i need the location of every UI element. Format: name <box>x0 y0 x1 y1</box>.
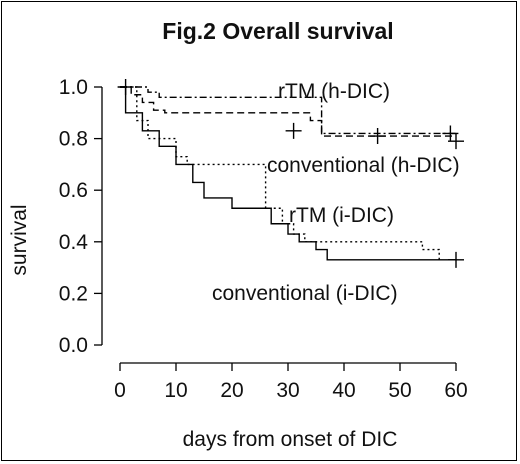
series-line-conventional-i-dic <box>120 86 456 261</box>
y-tick-label: 0.0 <box>59 334 88 357</box>
x-tick-label: 0 <box>114 379 126 402</box>
y-tick-label: 0.4 <box>59 231 89 254</box>
censor-mark-conventional-h-dic <box>369 128 386 145</box>
series-label-conventional-i-dic: conventional (i-DIC) <box>212 282 398 305</box>
axes <box>101 87 456 364</box>
series-group <box>117 79 464 268</box>
chart-title: Fig.2 Overall survival <box>162 18 393 44</box>
series-label-conventional-h-dic: conventional (h-DIC) <box>267 154 460 177</box>
series-line-conventional-h-dic <box>120 86 456 137</box>
x-tick-label: 50 <box>388 379 411 402</box>
series-label-rtm-h-dic: rTM (h-DIC) <box>278 80 390 103</box>
y-tick-label: 0.2 <box>59 282 88 305</box>
x-tick-label: 60 <box>444 379 467 402</box>
series-label-rtm-i-dic: rTM (i-DIC) <box>289 204 394 227</box>
x-tick-label: 20 <box>220 379 243 402</box>
y-ticks: 0.0 0.2 0.4 0.6 0.8 1.0 <box>59 76 102 357</box>
y-tick-label: 0.6 <box>59 179 88 202</box>
y-tick-label: 1.0 <box>59 76 88 99</box>
x-axis-label: days from onset of DIC <box>183 428 398 451</box>
x-tick-label: 40 <box>332 379 355 402</box>
censor-mark-conventional-h-dic <box>285 122 302 139</box>
censor-mark-conventional-h-dic <box>448 133 464 150</box>
x-tick-label: 30 <box>276 379 299 402</box>
x-ticks: 0 10 20 30 40 50 60 <box>114 363 468 402</box>
y-axis-label: survival <box>8 204 31 275</box>
x-tick-label: 10 <box>164 379 187 402</box>
censor-mark-conventional-i-dic <box>448 251 464 268</box>
y-tick-label: 0.8 <box>59 128 88 151</box>
